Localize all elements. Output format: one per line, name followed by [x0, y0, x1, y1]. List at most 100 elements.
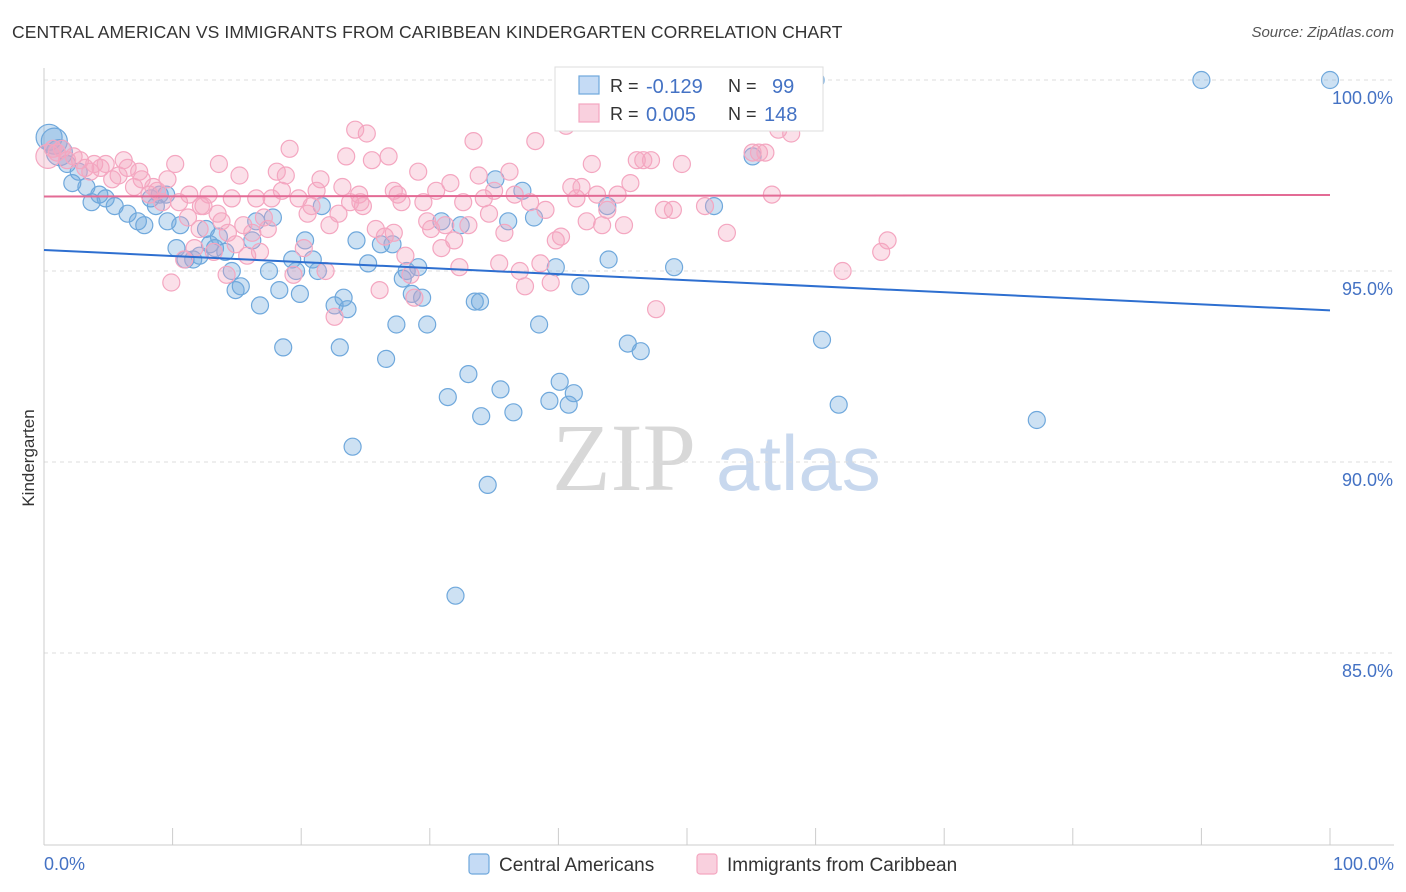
point-1-92 — [454, 193, 473, 212]
point-1-73 — [370, 281, 389, 300]
point-1-55 — [294, 239, 313, 258]
stats-n-label-2: N = — [728, 104, 762, 124]
point-1-103 — [510, 261, 529, 281]
point-0-69 — [472, 407, 491, 426]
legend-swatch-caribbean — [696, 853, 718, 875]
point-1-49 — [267, 162, 286, 181]
point-0-82 — [564, 384, 583, 403]
point-1-46 — [254, 208, 273, 227]
point-0-81 — [559, 395, 578, 414]
point-1-106 — [526, 132, 545, 151]
point-1-136 — [756, 143, 775, 162]
point-0-37 — [270, 281, 289, 300]
point-1-30 — [185, 239, 204, 258]
point-0-97 — [1320, 70, 1340, 90]
watermark-zip: ZIP — [552, 404, 696, 511]
point-1-63 — [329, 204, 348, 223]
point-1-133 — [717, 223, 737, 242]
point-1-131 — [672, 154, 692, 174]
point-1-58 — [307, 181, 326, 200]
point-1-123 — [614, 216, 634, 235]
point-0-13 — [135, 216, 154, 235]
trend-lines — [43, 193, 1331, 312]
point-1-107 — [531, 254, 550, 273]
stats-n-label-1: N = — [728, 76, 762, 96]
point-0-62 — [418, 315, 437, 334]
point-1-53 — [284, 265, 303, 284]
point-1-64 — [333, 177, 352, 197]
point-1-130 — [663, 200, 683, 219]
stats-swatch-pink — [578, 103, 600, 123]
point-1-23 — [158, 170, 177, 189]
stats-r-value-1: -0.129 — [646, 76, 703, 98]
point-0-72 — [491, 380, 510, 399]
stats-box: R = -0.129 N = 99 R = 0.005 N = 148 — [554, 66, 824, 132]
point-1-142 — [878, 231, 897, 250]
point-1-140 — [833, 261, 852, 281]
point-1-39 — [226, 235, 245, 254]
point-0-48 — [334, 288, 353, 307]
point-1-120 — [598, 200, 617, 219]
point-0-77 — [529, 315, 549, 334]
point-0-78 — [540, 391, 559, 410]
point-0-51 — [347, 231, 366, 250]
point-1-93 — [459, 216, 478, 235]
y-axis-label: Kindergarten — [19, 409, 38, 506]
point-0-34 — [250, 296, 270, 315]
chart-title: CENTRAL AMERICAN VS IMMIGRANTS FROM CARI… — [12, 22, 843, 42]
point-1-88 — [436, 216, 455, 235]
source-attribution: Source: ZipAtlas.com — [1251, 24, 1394, 41]
y-tick-label-1: 95.0% — [1342, 279, 1393, 299]
watermark-atlas: atlas — [716, 419, 881, 507]
point-0-66 — [459, 365, 478, 384]
point-1-94 — [464, 132, 483, 151]
point-1-25 — [166, 154, 185, 174]
point-1-47 — [258, 219, 277, 239]
point-1-102 — [505, 185, 524, 204]
series-central-americans-points — [35, 70, 1340, 605]
point-0-70 — [478, 475, 497, 494]
point-0-83 — [571, 277, 590, 296]
point-1-89 — [441, 174, 460, 193]
point-1-122 — [608, 185, 627, 204]
point-1-27 — [175, 250, 194, 269]
point-0-54 — [377, 349, 396, 368]
point-1-141 — [872, 242, 891, 261]
point-1-119 — [592, 216, 612, 235]
gridlines — [44, 79, 1394, 654]
point-1-75 — [379, 147, 398, 166]
point-1-126 — [634, 151, 653, 170]
point-0-50 — [343, 437, 362, 456]
point-0-20 — [171, 216, 190, 235]
point-1-83 — [414, 193, 433, 212]
point-0-61 — [413, 288, 432, 307]
point-1-108 — [536, 200, 555, 219]
point-1-24 — [162, 273, 181, 292]
stats-r-value-2: 0.005 — [646, 104, 696, 126]
point-1-97 — [479, 204, 499, 223]
point-1-28 — [178, 208, 198, 227]
point-0-93 — [812, 330, 832, 349]
series-caribbean-points — [35, 74, 897, 326]
point-1-91 — [450, 258, 469, 277]
point-0-47 — [330, 338, 349, 357]
point-0-38 — [274, 338, 293, 357]
point-1-100 — [495, 223, 514, 242]
point-0-85 — [599, 250, 618, 269]
point-1-36 — [212, 212, 231, 231]
legend-swatch-central-americans — [468, 853, 490, 875]
point-1-21 — [148, 181, 167, 200]
y-tick-label-3: 85.0% — [1342, 661, 1393, 681]
point-1-85 — [422, 219, 441, 239]
point-1-50 — [272, 181, 291, 200]
point-1-146 — [217, 265, 236, 284]
point-1-43 — [243, 223, 262, 242]
point-0-89 — [664, 258, 684, 277]
point-0-4 — [63, 174, 82, 193]
point-1-48 — [262, 189, 281, 208]
point-0-84 — [598, 197, 617, 216]
trend-line-central-americans — [43, 248, 1331, 312]
point-1-44 — [247, 189, 266, 208]
point-1-90 — [445, 231, 464, 250]
point-0-80 — [550, 372, 569, 391]
